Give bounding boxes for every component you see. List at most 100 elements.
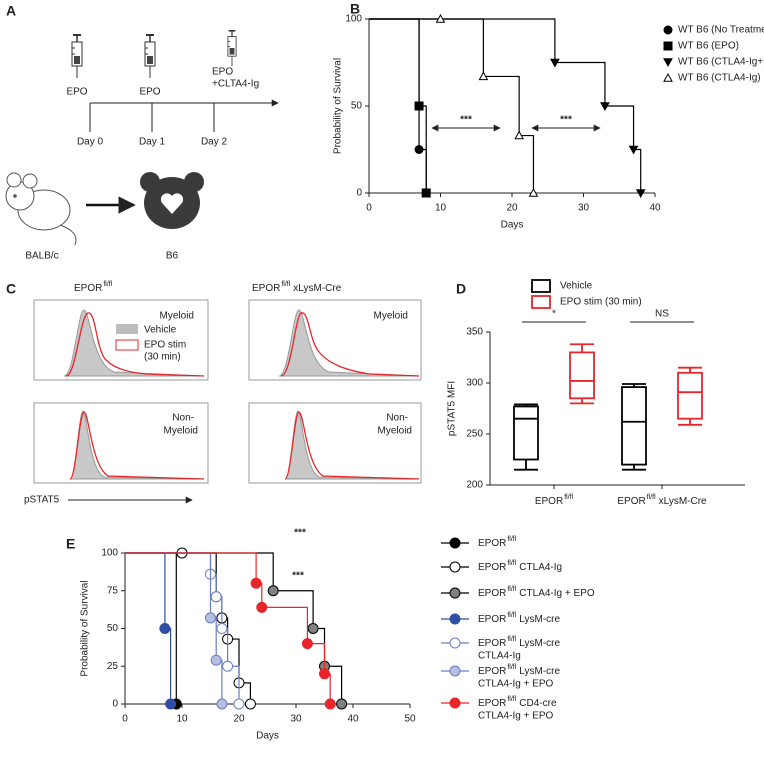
significance-label: *** — [460, 115, 472, 126]
panel-label: B — [350, 1, 360, 17]
survival-marker — [210, 654, 222, 666]
injection-label: EPO — [66, 87, 87, 98]
legend-label-line2: CTLA4-Ig + EPO — [478, 679, 554, 690]
histogram-title-part: EPOR — [252, 283, 280, 294]
day-label: Day 1 — [139, 137, 166, 148]
legend-marker — [449, 665, 461, 677]
legend-label-part: EPOR — [478, 698, 506, 709]
x-tick-label-part: EPOR — [535, 496, 563, 507]
survival-marker — [205, 612, 216, 624]
histogram-frame — [33, 402, 209, 484]
survival-marker — [210, 591, 222, 603]
syringe — [227, 30, 237, 66]
day-label: Day 0 — [77, 137, 104, 148]
x-tick-label: EPORfl/fl — [535, 494, 574, 507]
legend-swatch — [116, 324, 138, 334]
survival-marker — [528, 187, 539, 197]
day-label: Day 2 — [201, 137, 228, 148]
gate-label: Myeloid — [160, 311, 194, 322]
x-tick-label: 40 — [347, 714, 359, 725]
legend-marker — [449, 561, 461, 573]
histogram-title-part: EPOR — [74, 283, 102, 294]
y-tick-label: 0 — [112, 699, 118, 710]
legend-label-part: EPOR — [478, 538, 506, 549]
syringe — [144, 34, 156, 78]
panel-label: A — [6, 3, 16, 19]
y-tick-label: 200 — [466, 480, 483, 491]
y-axis-label: Probability of Survival — [80, 580, 91, 676]
survival-marker — [414, 101, 424, 111]
survival-curve — [369, 18, 535, 193]
legend-marker — [449, 537, 461, 549]
histogram — [284, 410, 420, 480]
legend-label-part: fl/fl — [507, 636, 516, 643]
survival-marker — [550, 58, 560, 68]
gate-label: Myeloid — [164, 426, 198, 437]
box — [621, 386, 647, 466]
panel-label: E — [66, 536, 75, 552]
survival-marker — [514, 130, 524, 140]
legend-label-part: fl/fl — [507, 696, 516, 703]
histogram-frame — [248, 299, 422, 381]
x-tick-label-part: fl/fl — [564, 494, 573, 501]
legend-label: EPORfl/fl LysM-cre — [478, 612, 560, 625]
x-tick-label: EPORfl/fl xLysM-Cre — [617, 494, 707, 507]
y-tick-label: 50 — [351, 101, 363, 112]
survival-marker — [216, 623, 228, 634]
survival-marker — [628, 145, 639, 155]
gate-label: Non- — [172, 413, 194, 424]
legend-label-part: EPOR — [478, 638, 506, 649]
legend-label: EPO stim — [144, 340, 186, 351]
histogram-frame — [248, 402, 422, 484]
y-tick-label: 75 — [107, 585, 119, 596]
legend-label-line2: CTLA4-Ig — [478, 651, 521, 662]
survival-curve — [369, 18, 642, 193]
survival-marker — [216, 698, 228, 710]
legend-label-part: LysM-cre — [519, 614, 560, 625]
survival-marker — [319, 668, 330, 680]
legend-marker — [663, 58, 673, 68]
legend-label: EPORfl/fl CD4-cre — [478, 696, 557, 709]
legend-label-part: fl/fl — [507, 586, 516, 593]
histogram — [278, 309, 420, 377]
survival-marker — [301, 638, 313, 650]
survival-marker — [414, 145, 424, 154]
survival-marker — [421, 188, 431, 198]
survival-marker — [244, 698, 256, 710]
survival-marker — [600, 102, 610, 112]
panel-label: D — [456, 281, 466, 297]
y-tick-label: 0 — [356, 188, 362, 199]
y-tick-label: 250 — [466, 429, 483, 440]
survival-marker — [336, 698, 348, 710]
injection-label: EPO — [212, 67, 233, 78]
x-tick-label: 30 — [578, 203, 590, 214]
histogram-title-part: fl/fl — [281, 281, 290, 288]
significance-label: * — [552, 309, 556, 320]
x-tick-label: 0 — [122, 714, 128, 725]
survival-curve — [125, 552, 251, 704]
legend-marker — [663, 41, 673, 51]
legend-label: (30 min) — [144, 352, 181, 363]
legend-swatch — [531, 279, 551, 293]
legend-label: EPORfl/fl LysM-cre — [478, 636, 560, 649]
x-tick-label: 40 — [649, 203, 661, 214]
histogram-title: EPORfl/fl xLysM-Cre — [252, 281, 342, 294]
legend-label-part: LysM-cre — [519, 666, 560, 677]
panel-c: Myeloid Myeloid Non- Myeloid Non- Myeloi… — [24, 299, 422, 506]
legend-label: EPORfl/fl CTLA4-Ig — [478, 560, 562, 573]
legend-label-part: EPOR — [478, 666, 506, 677]
histogram-title-part: xLysM-Cre — [293, 283, 341, 294]
y-tick-label: 350 — [466, 327, 483, 338]
legend-marker — [663, 72, 673, 82]
survival-marker — [256, 601, 268, 613]
y-tick-label: 100 — [345, 14, 362, 25]
survival-marker — [478, 71, 489, 81]
legend-label-part: EPOR — [478, 588, 506, 599]
syringe — [71, 34, 83, 78]
legend-label-part: fl/fl — [507, 536, 516, 543]
panel-label: C — [6, 281, 16, 297]
x-tick-label: 50 — [404, 714, 416, 725]
x-tick-label-part: xLysM-Cre — [659, 496, 707, 507]
legend-label: Vehicle — [144, 325, 177, 336]
legend-label: WT B6 (CTLA4-Ig+EPO) — [678, 57, 764, 68]
